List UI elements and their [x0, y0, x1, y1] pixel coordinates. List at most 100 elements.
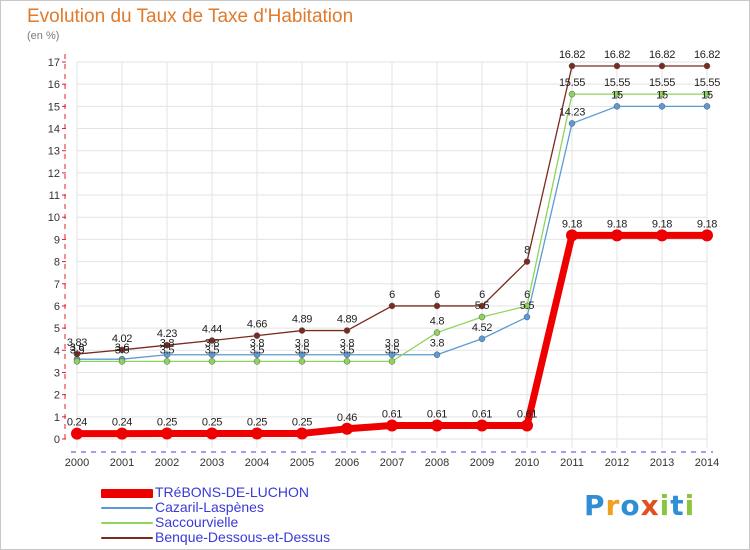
data-point [388, 302, 396, 310]
y-tick-label: 1 [54, 412, 60, 424]
grid [76, 61, 708, 448]
data-label: 16.82 [604, 49, 630, 61]
x-tick-label: 2013 [650, 457, 674, 469]
data-label: 4.23 [157, 328, 177, 340]
legend-label: Benque-Dessous-et-Dessus [155, 529, 331, 545]
x-tick-label: 2001 [110, 457, 134, 469]
x-tick-label: 2014 [695, 457, 719, 469]
legend-swatch [101, 507, 153, 509]
data-point [118, 358, 126, 365]
data-label: 4.8 [430, 316, 445, 328]
data-point [388, 351, 396, 358]
data-point [163, 341, 171, 349]
data-label: 5.5 [475, 300, 490, 312]
data-label: 9.18 [607, 218, 627, 230]
data-label: 3.5 [205, 344, 220, 356]
data-label: 4.52 [472, 322, 492, 334]
data-point [656, 229, 668, 242]
data-label: 3.8 [385, 338, 400, 350]
data-point [253, 351, 261, 358]
data-point [613, 103, 621, 110]
x-tick-label: 2002 [155, 457, 179, 469]
data-label: 0.61 [382, 408, 402, 420]
data-point [161, 427, 173, 440]
legend-label: Cazaril-Laspènes [155, 499, 264, 515]
data-point [116, 427, 128, 440]
logo-letter: r [605, 489, 621, 522]
data-label: 9.18 [652, 218, 672, 230]
data-point [613, 62, 621, 70]
logo-letter: i [684, 489, 696, 522]
data-label: 8 [524, 245, 530, 257]
legend-swatch [101, 537, 153, 539]
data-label: 16.82 [559, 49, 585, 61]
data-point [296, 427, 308, 440]
data-label: 0.61 [517, 408, 537, 420]
data-label: 3.5 [250, 344, 265, 356]
data-label: 15.55 [559, 77, 585, 89]
data-point [206, 427, 218, 440]
data-point [523, 258, 531, 265]
data-point [433, 351, 441, 358]
y-tick-label: 13 [48, 146, 60, 158]
x-tick-label: 2011 [560, 457, 584, 469]
y-tick-label: 7 [54, 279, 60, 291]
y-tick-label: 11 [49, 190, 60, 202]
x-tick-label: 2008 [425, 457, 449, 469]
data-point [658, 90, 666, 98]
data-point [163, 351, 171, 358]
data-point [71, 427, 83, 440]
data-point [73, 358, 81, 365]
data-label: 0.25 [157, 416, 177, 428]
data-label: 3.5 [115, 344, 130, 356]
data-label: 5.5 [520, 300, 535, 312]
data-label: 3.8 [430, 338, 445, 350]
data-label: 6 [389, 289, 395, 301]
data-label: 0.46 [337, 412, 357, 424]
data-label: 4.44 [202, 324, 222, 336]
data-label: 3.6 [70, 342, 85, 354]
data-label: 0.25 [247, 416, 267, 428]
data-point [208, 351, 216, 358]
data-label: 6 [434, 289, 440, 301]
data-label: 3.5 [295, 344, 310, 356]
data-point [658, 62, 666, 70]
data-point [386, 419, 398, 432]
y-tick-label: 8 [54, 257, 60, 269]
data-label: 16.82 [694, 49, 720, 61]
data-point [163, 358, 171, 365]
data-label: 6 [479, 289, 485, 301]
x-tick-label: 2010 [515, 457, 539, 469]
data-label: 0.25 [202, 416, 222, 428]
data-point [613, 90, 621, 98]
data-label: 9.18 [697, 218, 717, 230]
data-point [478, 302, 486, 310]
chart-title: Evolution du Taux de Taxe d'Habitation [27, 6, 354, 27]
data-point [568, 90, 576, 98]
data-point [476, 419, 488, 432]
data-label: 4.89 [337, 314, 357, 326]
data-point [703, 62, 711, 70]
data-point [388, 358, 396, 365]
data-label: 3.8 [205, 338, 220, 350]
x-tick-label: 2003 [200, 457, 224, 469]
data-point [341, 422, 353, 435]
data-point [343, 351, 351, 358]
data-point [523, 313, 531, 321]
data-point [73, 350, 81, 358]
data-point [298, 327, 306, 334]
data-point [298, 358, 306, 365]
logo-letter: P [584, 489, 606, 522]
y-tick-label: 3 [54, 367, 60, 379]
data-label: 0.61 [427, 408, 447, 420]
data-label: 0.25 [292, 416, 312, 428]
y-tick-label: 2 [54, 390, 60, 402]
data-label: 14.23 [559, 106, 585, 118]
y-tick-label: 12 [48, 168, 60, 180]
data-label: 15 [701, 89, 713, 101]
data-point [568, 62, 576, 70]
data-label: 15.55 [649, 77, 675, 89]
